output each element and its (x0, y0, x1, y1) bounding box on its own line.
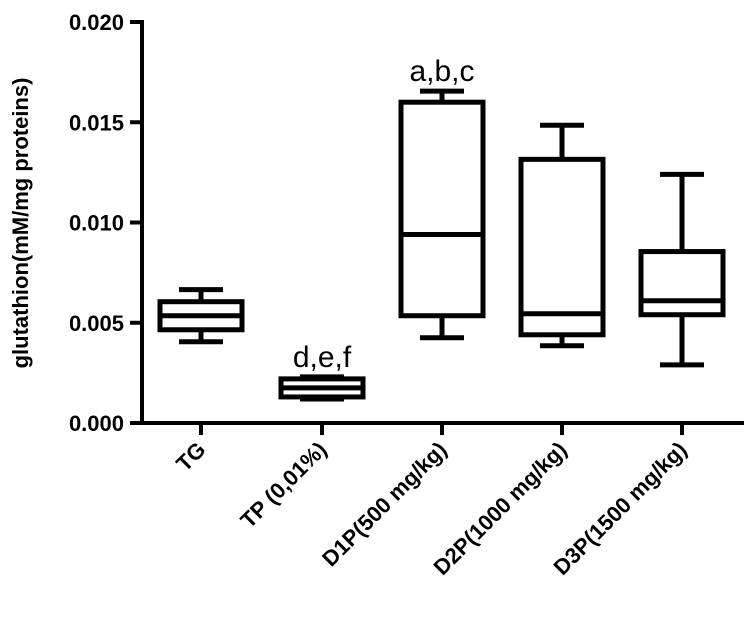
box-3 (518, 122, 606, 349)
x-tick-label: TG (171, 437, 210, 476)
y-tick-label: 0.000 (69, 411, 124, 436)
x-tick-label: TP (0,01%) (235, 437, 331, 533)
box-iqr (518, 156, 606, 338)
significance-annotation: d,e,f (293, 341, 352, 374)
y-tick-label: 0.020 (69, 10, 124, 35)
box-4 (638, 171, 726, 368)
box-iqr (638, 249, 726, 318)
x-tick-label: D3P(1500 mg/kg) (548, 437, 691, 580)
box-0 (157, 287, 245, 345)
significance-annotation: a,b,c (409, 55, 474, 88)
y-axis-label: glutathion(mM/mg proteins) (8, 78, 33, 369)
y-tick-label: 0.005 (69, 311, 124, 336)
box-iqr (398, 99, 486, 319)
x-tick-label: D1P(500 mg/kg) (317, 437, 451, 571)
box-2: a,b,c (398, 55, 486, 341)
y-tick-label: 0.015 (69, 110, 124, 135)
box-1: d,e,f (278, 341, 366, 402)
y-tick-label: 0.010 (69, 211, 124, 236)
x-tick-label: D2P(1000 mg/kg) (428, 437, 571, 580)
